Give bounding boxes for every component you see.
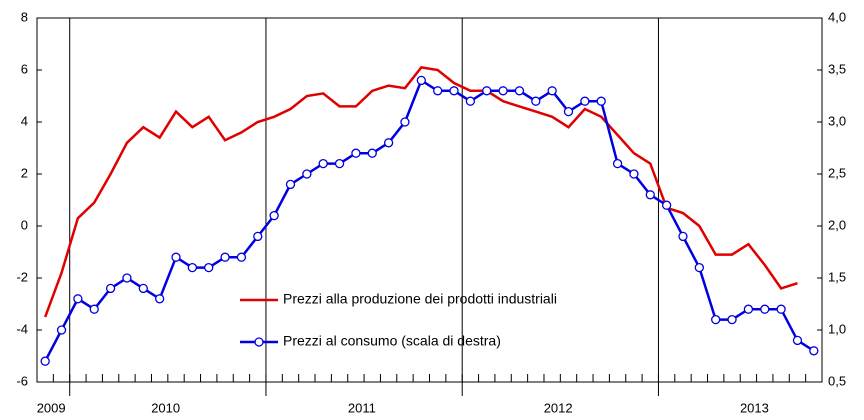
data-point: [334, 158, 345, 169]
data-point: [629, 169, 639, 179]
data-point: [612, 158, 623, 169]
data-point: [563, 106, 574, 117]
data-point: [580, 96, 590, 106]
y2-tick-label: 0,5: [828, 373, 846, 388]
data-point: [433, 86, 443, 96]
series-line: [44, 66, 798, 318]
data-point: [187, 262, 198, 273]
data-point: [514, 86, 525, 96]
legend-label: Prezzi alla produzione dei prodotti indu…: [283, 291, 557, 307]
data-point: [351, 148, 361, 158]
x-tick-label: 2010: [151, 400, 180, 415]
data-point: [661, 200, 672, 210]
data-point: [285, 179, 296, 190]
data-point: [678, 231, 688, 242]
data-point: [482, 86, 492, 96]
data-point: [596, 96, 606, 106]
data-point: [155, 294, 165, 304]
data-point: [56, 325, 67, 335]
data-point: [727, 314, 737, 325]
x-tick-label: 2013: [740, 400, 769, 415]
legend-marker: [254, 337, 264, 347]
data-point: [449, 86, 459, 96]
y-tick-label: 8: [21, 9, 28, 24]
data-point: [792, 335, 803, 346]
data-point: [253, 231, 263, 242]
y2-tick-label: 2,0: [828, 217, 846, 232]
data-point: [400, 117, 410, 127]
x-tick-label: 2011: [348, 400, 376, 415]
data-point: [383, 138, 394, 148]
data-point: [645, 190, 655, 200]
data-point: [302, 169, 312, 179]
y2-tick-label: 1,0: [828, 321, 846, 336]
y2-tick-label: 2,5: [828, 165, 846, 180]
y2-tick-label: 4,0: [828, 9, 846, 24]
plot-frame: [36, 17, 823, 383]
legend-label: Prezzi al consumo (scala di destra): [283, 333, 501, 349]
y2-tick-label: 3,5: [828, 61, 846, 76]
y-tick-label: -2: [16, 269, 28, 284]
x-tick-label: 2009: [37, 400, 66, 415]
data-point: [269, 210, 279, 221]
data-point: [711, 314, 721, 325]
y-tick-label: 0: [21, 217, 28, 232]
data-point: [73, 294, 83, 304]
data-point: [171, 252, 181, 262]
data-point: [465, 96, 476, 106]
data-point: [809, 346, 819, 356]
data-point: [760, 304, 770, 314]
data-point: [531, 96, 541, 106]
data-point: [416, 75, 426, 86]
data-point: [122, 273, 132, 283]
y-tick-label: 4: [21, 113, 28, 128]
data-point: [743, 304, 754, 314]
y-tick-label: -6: [16, 373, 28, 388]
y-tick-label: -4: [16, 321, 28, 336]
data-point: [105, 283, 116, 294]
series-line: [44, 78, 815, 362]
data-point: [89, 304, 99, 314]
data-point: [776, 304, 786, 314]
data-point: [138, 283, 148, 294]
y2-tick-label: 3,0: [828, 113, 846, 128]
data-point: [367, 148, 377, 158]
y2-tick-label: 1,5: [828, 269, 846, 284]
data-point: [547, 86, 557, 96]
data-point: [204, 262, 214, 273]
x-tick-label: 2012: [544, 400, 573, 415]
y-tick-label: 2: [21, 165, 28, 180]
data-point: [40, 356, 50, 366]
data-point: [236, 252, 247, 262]
data-point: [694, 262, 704, 273]
data-point: [318, 158, 328, 169]
data-point: [220, 252, 230, 262]
data-point: [498, 86, 508, 96]
y-tick-label: 6: [21, 61, 28, 76]
